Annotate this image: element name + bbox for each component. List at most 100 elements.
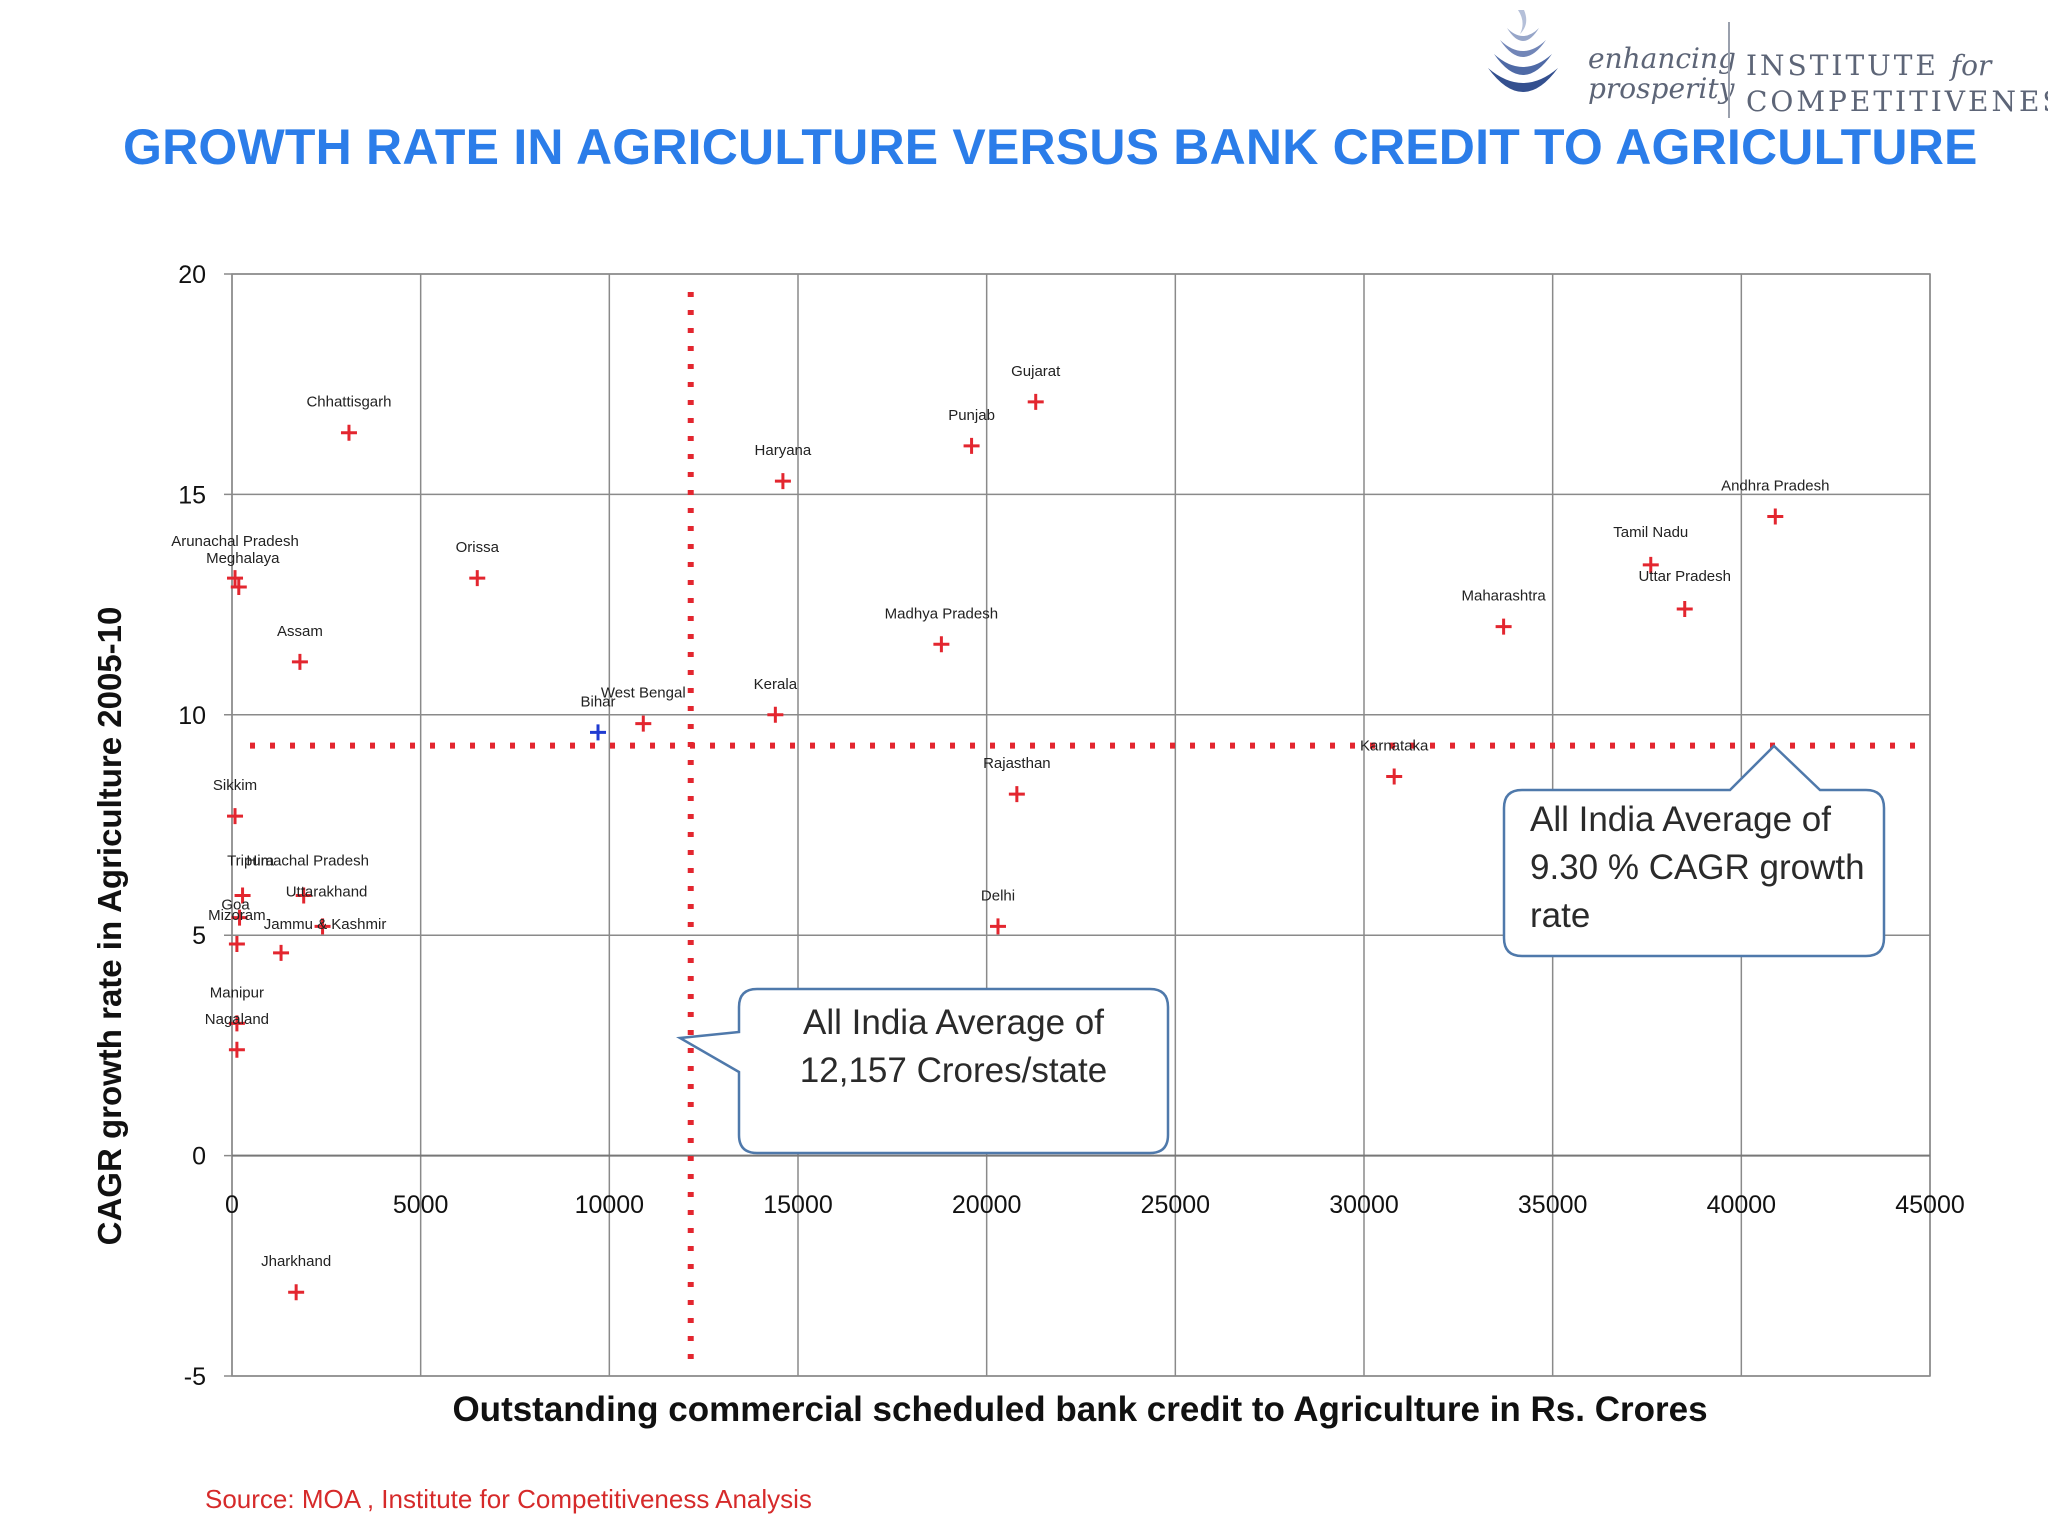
logo-divider [1728, 22, 1730, 118]
logo-competitiveness-word: COMPETITIVENESS [1746, 85, 2048, 118]
point-label: Manipur [210, 984, 264, 1001]
data-point: West Bengal [601, 685, 686, 732]
data-point: Goa [221, 897, 250, 926]
logo-tagline-2: prosperity [1588, 72, 1735, 105]
point-marker [1642, 556, 1659, 573]
point-label: Assam [277, 623, 323, 640]
logo-tagline-1: enhancing [1588, 42, 1736, 75]
data-point: Himachal Pradesh [246, 853, 369, 904]
data-point: Kerala [754, 676, 798, 723]
data-point: Maharashtra [1462, 588, 1547, 635]
y-tick-label: 0 [192, 1143, 206, 1171]
data-point: Punjab [948, 407, 995, 454]
logo-for-word: for [1950, 49, 1992, 82]
y-tick-label: 20 [178, 261, 206, 289]
point-label: Tamil Nadu [1613, 524, 1688, 541]
point-marker [291, 653, 308, 670]
data-point: Uttar Pradesh [1638, 568, 1731, 618]
x-tick-label: 0 [225, 1191, 239, 1219]
point-label: Chhattisgarh [306, 394, 391, 411]
data-point: Bihar [580, 693, 616, 741]
data-point: Andhra Pradesh [1721, 477, 1829, 525]
callout-growth-line-1: All India Average of [1530, 800, 1831, 839]
data-point: Delhi [981, 887, 1015, 935]
point-marker [1495, 618, 1512, 635]
point-label: Karnataka [1360, 738, 1429, 755]
callout-credit-average: All India Average of 12,157 Crores/state [739, 999, 1168, 1095]
point-label: Andhra Pradesh [1721, 477, 1829, 494]
callout-growth-line-3: rate [1530, 896, 1591, 935]
x-tick-label: 5000 [393, 1191, 449, 1219]
point-label: Orissa [456, 539, 500, 556]
callout-credit-line-1: All India Average of [803, 1003, 1104, 1042]
chart-tick-labels: 0 5000 10000 15000 20000 25000 30000 35000 40000… [178, 261, 1965, 1391]
point-marker [234, 887, 251, 904]
x-tick-label: 30000 [1329, 1191, 1399, 1219]
point-label: Bihar [580, 693, 615, 710]
point-marker [340, 424, 357, 441]
point-label: Kerala [754, 676, 798, 693]
point-label: Jharkhand [261, 1253, 331, 1270]
callout-growth-average-bubble [1502, 744, 1886, 958]
data-point: Arunachal Pradesh [171, 533, 299, 587]
data-point: Mizoram [208, 907, 266, 953]
x-tick-label: 15000 [763, 1191, 833, 1219]
point-marker [590, 724, 607, 741]
data-point: Tripura [227, 853, 275, 904]
data-point: Orissa [456, 539, 500, 587]
point-marker [1008, 786, 1025, 803]
point-label: Goa [221, 897, 250, 914]
data-point: Meghalaya [206, 550, 280, 595]
point-label: Gujarat [1011, 363, 1061, 380]
point-label: Arunachal Pradesh [171, 533, 299, 550]
point-label: Nagaland [205, 1011, 269, 1028]
x-tick-label: 40000 [1707, 1191, 1777, 1219]
data-point: Uttarakhand [286, 883, 368, 935]
x-axis-label: Outstanding commercial scheduled bank cr… [452, 1390, 1708, 1429]
point-label: Sikkim [213, 777, 257, 794]
point-marker [227, 570, 244, 587]
point-marker [963, 437, 980, 454]
data-point: Jammu & Kashmir [264, 916, 387, 961]
point-marker [228, 1015, 245, 1032]
callout-credit-line-2: 12,157 Crores/state [799, 1051, 1108, 1090]
point-marker [635, 715, 652, 732]
y-tick-label: 10 [178, 702, 206, 730]
y-tick-label: 5 [192, 922, 206, 950]
point-marker [469, 570, 486, 587]
x-tick-label: 25000 [1141, 1191, 1211, 1219]
point-marker [295, 887, 312, 904]
point-label: Himachal Pradesh [246, 853, 369, 870]
point-label: Meghalaya [206, 550, 280, 567]
point-marker [1767, 508, 1784, 525]
data-point: Rajasthan [983, 755, 1051, 803]
point-label: Jammu & Kashmir [264, 916, 387, 933]
point-label: Haryana [755, 442, 812, 459]
point-marker [314, 918, 331, 935]
y-tick-label: 15 [178, 481, 206, 509]
point-marker [1027, 393, 1044, 410]
point-label: Tripura [227, 853, 275, 870]
point-marker [273, 944, 290, 961]
data-point: Jharkhand [261, 1253, 331, 1301]
page-title: GROWTH RATE IN AGRICULTURE VERSUS BANK C… [123, 119, 1978, 175]
point-marker [288, 1284, 305, 1301]
x-tick-label: 45000 [1895, 1191, 1965, 1219]
wheat-logo-icon [1488, 10, 1558, 92]
data-point: Assam [277, 623, 323, 670]
point-label: Madhya Pradesh [885, 605, 998, 622]
point-marker [774, 473, 791, 490]
point-label: Uttarakhand [286, 883, 368, 900]
callout-shapes [676, 744, 1886, 1155]
point-marker [767, 706, 784, 723]
point-marker [228, 1041, 245, 1058]
callout-credit-average-bubble [676, 987, 1170, 1155]
point-label: Uttar Pradesh [1638, 568, 1731, 585]
callout-growth-average: All India Average of 9.30 % CAGR growth … [1530, 796, 1880, 940]
point-label: Delhi [981, 887, 1015, 904]
data-point: Karnataka [1360, 738, 1429, 785]
point-marker [231, 909, 248, 926]
x-tick-label: 35000 [1518, 1191, 1588, 1219]
point-label: Maharashtra [1462, 588, 1547, 605]
